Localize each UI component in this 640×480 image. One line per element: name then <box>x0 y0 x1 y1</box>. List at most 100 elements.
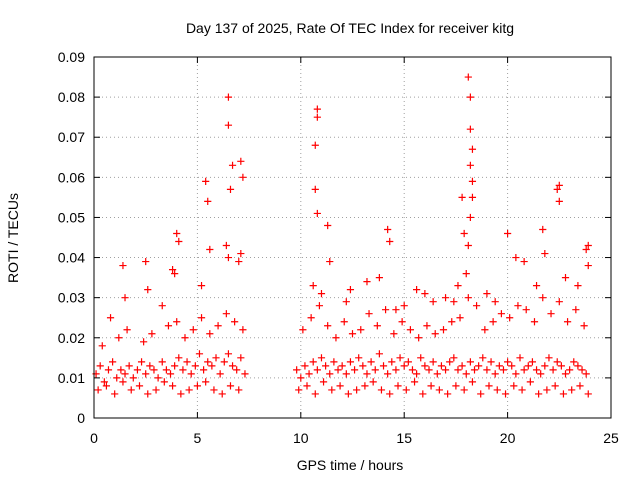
x-tick-label: 25 <box>603 430 619 446</box>
data-point <box>561 370 570 378</box>
data-point <box>342 298 350 306</box>
data-point <box>392 366 400 374</box>
data-point <box>384 225 392 234</box>
data-point <box>466 93 474 101</box>
data-point <box>166 370 175 378</box>
data-point <box>313 113 321 121</box>
data-point <box>439 326 448 334</box>
data-point <box>241 370 249 378</box>
data-point <box>477 390 485 398</box>
data-point <box>361 382 369 390</box>
data-point <box>123 326 131 334</box>
data-point <box>164 322 173 330</box>
x-axis-tick-labels: 0 5 10 15 20 25 <box>90 430 619 446</box>
data-point <box>311 390 319 398</box>
data-point <box>454 282 462 290</box>
data-point <box>193 382 201 390</box>
data-point <box>226 382 235 390</box>
data-point <box>481 326 489 334</box>
data-point <box>100 378 108 386</box>
data-point <box>512 370 520 378</box>
data-point <box>142 370 150 378</box>
data-point <box>512 253 520 262</box>
data-point <box>549 366 557 374</box>
x-tick-label: 15 <box>396 430 412 446</box>
data-point <box>435 386 443 394</box>
data-point <box>113 374 121 382</box>
data-point <box>524 362 532 370</box>
data-point <box>570 358 578 366</box>
data-point <box>295 386 303 394</box>
data-point <box>346 358 355 366</box>
data-point <box>185 386 193 394</box>
data-point <box>491 370 499 378</box>
data-point <box>111 390 119 398</box>
data-point <box>508 362 516 370</box>
data-point <box>441 294 450 302</box>
data-point <box>173 318 181 326</box>
data-point <box>326 257 334 266</box>
data-point <box>214 322 222 330</box>
data-point <box>109 358 117 366</box>
data-point <box>555 181 563 189</box>
data-point <box>464 73 472 81</box>
data-point <box>367 358 375 366</box>
data-point <box>228 161 237 169</box>
data-point <box>293 366 301 374</box>
data-point <box>218 390 226 398</box>
data-point <box>553 185 561 193</box>
x-axis-label: GPS time / hours <box>297 457 404 473</box>
data-point <box>518 386 526 394</box>
data-point <box>336 382 344 390</box>
data-point <box>168 382 177 390</box>
data-point <box>346 286 355 294</box>
data-point <box>119 378 127 386</box>
data-point <box>429 358 437 366</box>
data-point <box>307 314 315 322</box>
data-point <box>568 386 576 394</box>
data-point <box>179 366 187 374</box>
data-point <box>458 193 466 201</box>
data-point <box>557 362 565 370</box>
data-point <box>501 390 510 398</box>
data-point <box>520 257 528 266</box>
data-point <box>168 265 177 274</box>
y-tick-label: 0.08 <box>58 89 85 105</box>
data-point <box>216 370 224 378</box>
data-point <box>344 390 352 398</box>
data-point <box>466 213 474 222</box>
data-point <box>303 382 311 390</box>
data-point <box>311 185 319 193</box>
data-point <box>135 382 144 390</box>
data-point <box>576 382 584 390</box>
data-point <box>555 298 563 306</box>
data-point <box>237 157 245 165</box>
data-point <box>446 358 454 366</box>
data-point <box>584 261 592 270</box>
x-tick-label: 0 <box>90 430 98 446</box>
data-point <box>301 362 309 370</box>
data-point <box>235 386 243 394</box>
data-point <box>208 362 216 370</box>
data-point <box>574 282 582 290</box>
data-point <box>462 270 470 278</box>
data-point <box>142 257 150 266</box>
data-point <box>171 270 179 278</box>
data-point <box>365 310 373 318</box>
data-point <box>189 326 197 334</box>
data-point <box>408 366 417 374</box>
data-point <box>400 302 408 310</box>
x-tick-label: 20 <box>500 430 516 446</box>
data-point <box>462 370 470 378</box>
data-point <box>417 354 425 362</box>
data-point <box>551 382 559 390</box>
chart-title: Day 137 of 2025, Rate Of TEC Index for r… <box>186 20 514 36</box>
data-point <box>454 366 462 374</box>
y-tick-label: 0.05 <box>58 209 85 225</box>
y-tick-label: 0.06 <box>58 169 85 185</box>
y-tick-label: 0.01 <box>58 370 85 386</box>
data-point <box>485 382 493 390</box>
data-point <box>444 390 452 398</box>
data-point <box>200 366 208 374</box>
x-tick-label: 10 <box>293 430 309 446</box>
